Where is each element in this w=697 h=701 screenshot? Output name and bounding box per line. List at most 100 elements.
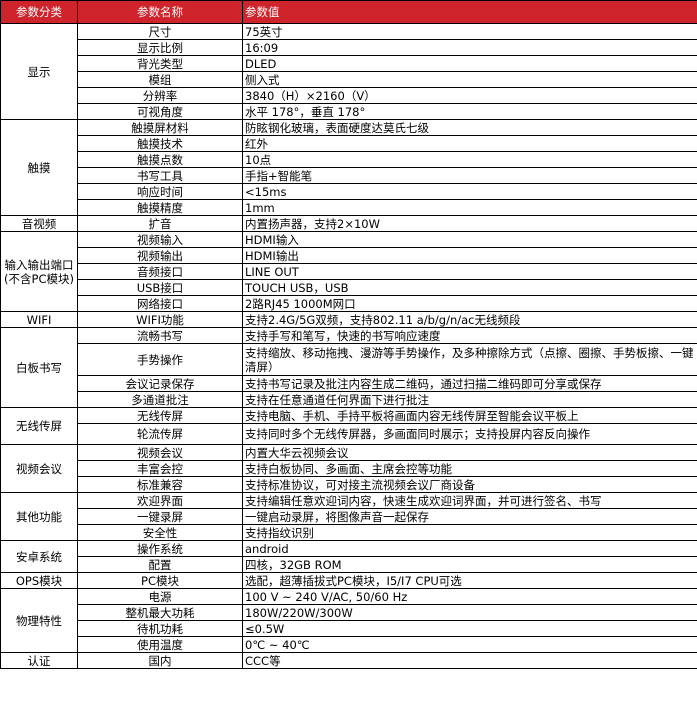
param-name-cell: 整机最大功耗	[77, 604, 243, 621]
table-row: 轮流传屏 支持同时多个无线传屏器，多画面同时展示；支持投屏内容反向操作	[1, 423, 697, 445]
param-value-cell: 支持标准协议，可对接主流视频会议厂商设备	[242, 476, 697, 493]
param-name-cell: 操作系统	[77, 540, 243, 557]
param-value-cell: 支持手写和笔写，快速的书写响应速度	[242, 327, 697, 344]
table-row: USB接口 TOUCH USB，USB	[1, 279, 697, 296]
table-row: 一键录屏 一键启动录屏，将图像声音一起保存	[1, 508, 697, 525]
param-value-cell: 支持在任意通道任何界面下进行批注	[242, 391, 697, 408]
table-row: 触摸技术 红外	[1, 135, 697, 152]
category-cell: WIFI	[0, 311, 78, 328]
param-value-cell: 2路RJ45 1000M网口	[242, 295, 697, 312]
param-value-cell: 支持书写记录及批注内容生成二维码，通过扫描二维码即可分享或保存	[242, 375, 697, 392]
param-name-cell: 一键录屏	[77, 508, 243, 525]
table-row: 待机功耗 ≤0.5W	[1, 620, 697, 637]
category-cell: 认证	[0, 652, 78, 669]
param-value-cell: 1mm	[242, 199, 697, 216]
param-name-cell: 模组	[77, 71, 243, 88]
param-value-cell: 侧入式	[242, 71, 697, 88]
param-value-cell: HDMI输入	[242, 231, 697, 248]
table-row: 认证 国内 CCC等	[0, 652, 697, 669]
table-row: 背光类型 DLED	[1, 55, 697, 72]
param-value-cell: 支持2.4G/5G双频，支持802.11 a/b/g/n/ac无线频段	[242, 311, 697, 328]
param-name-cell: 配置	[77, 556, 243, 573]
category-cell: OPS模块	[0, 572, 78, 589]
param-value-cell: 0℃ ~ 40℃	[242, 636, 697, 653]
table-row: 物理特性 电源 100 V ~ 240 V/AC, 50/60 Hz	[0, 588, 697, 653]
param-value-cell: CCC等	[242, 652, 697, 669]
param-name-cell: 分辨率	[77, 87, 243, 104]
param-value-cell: 支持同时多个无线传屏器，多画面同时展示；支持投屏内容反向操作	[242, 423, 697, 445]
param-name-cell: 视频会议	[77, 444, 243, 461]
param-name-cell: 国内	[77, 652, 243, 669]
table-row: 其他功能 欢迎界面 支持编辑任意欢迎词内容，快速生成欢迎词界面，并可进行签名、书写	[0, 492, 697, 541]
param-value-cell: 支持缩放、移动拖拽、漫游等手势操作，及多种擦除方式（点擦、圈擦、手势板擦、一键清…	[242, 343, 697, 376]
category-cell: 安卓系统	[0, 540, 78, 573]
param-value-cell: 3840（H）×2160（V）	[242, 87, 697, 104]
param-name-cell: WIFI功能	[77, 311, 243, 328]
param-value-cell: 75英寸	[242, 23, 697, 40]
param-name-cell: USB接口	[77, 279, 243, 296]
spec-table: 参数分类 参数名称 参数值 显示 尺寸 75英寸 显示比例 16:09 背光类型 DLED 模…	[0, 0, 697, 669]
param-value-cell: 10点	[242, 151, 697, 168]
param-value-cell: 选配，超薄插拔式PC模块，I5/I7 CPU可选	[242, 572, 697, 589]
param-value-cell: 内置扬声器，支持2×10W	[242, 215, 697, 232]
param-name-cell: 会议记录保存	[77, 375, 243, 392]
param-value-cell: TOUCH USB，USB	[242, 279, 697, 296]
param-name-cell: 待机功耗	[77, 620, 243, 637]
param-value-cell: 100 V ~ 240 V/AC, 50/60 Hz	[242, 588, 697, 605]
table-row: 视频会议 视频会议 内置大华云视频会议	[0, 444, 697, 493]
param-name-cell: 视频输入	[77, 231, 243, 248]
table-row: 多通道批注 支持在任意通道任何界面下进行批注	[1, 391, 697, 408]
param-name-cell: 触摸点数	[77, 151, 243, 168]
table-row: 分辨率 3840（H）×2160（V）	[1, 87, 697, 104]
param-value-cell: 手指+智能笔	[242, 167, 697, 184]
param-value-cell: 防眩钢化玻璃，表面硬度达莫氏七级	[242, 119, 697, 136]
param-name-cell: 显示比例	[77, 39, 243, 56]
param-value-cell: android	[242, 540, 697, 557]
param-value-cell: 支持白板协同、多画面、主席会控等功能	[242, 460, 697, 477]
param-value-cell: 四核，32GB ROM	[242, 556, 697, 573]
table-row: 会议记录保存 支持书写记录及批注内容生成二维码，通过扫描二维码即可分享或保存	[1, 375, 697, 392]
category-cell: 物理特性	[0, 588, 78, 653]
param-name-cell: 安全性	[77, 524, 243, 541]
param-name-cell: 可视角度	[77, 103, 243, 120]
param-value-cell: 16:09	[242, 39, 697, 56]
category-cell: 显示	[0, 23, 78, 120]
table-row: 音视频 扩音 内置扬声器，支持2×10W	[0, 215, 697, 232]
param-name-cell: 流畅书写	[77, 327, 243, 344]
param-value-cell: 内置大华云视频会议	[242, 444, 697, 461]
param-name-cell: 尺寸	[77, 23, 243, 40]
table-row: 整机最大功耗 180W/220W/300W	[1, 604, 697, 621]
table-row: 音频接口 LINE OUT	[1, 263, 697, 280]
table-row: 可视角度 水平 178°，垂直 178°	[1, 103, 697, 120]
table-row: 触摸点数 10点	[1, 151, 697, 168]
header-name: 参数名称	[77, 0, 243, 24]
category-cell: 触摸	[0, 119, 78, 216]
table-row: 配置 四核，32GB ROM	[1, 556, 697, 573]
table-row: 网络接口 2路RJ45 1000M网口	[1, 295, 697, 312]
table-row: 视频输出 HDMI输出	[1, 247, 697, 264]
table-body: 显示 尺寸 75英寸 显示比例 16:09 背光类型 DLED 模组 侧入式 分辨率 3840（H）…	[0, 23, 697, 669]
category-cell: 视频会议	[0, 444, 78, 493]
table-row: 无线传屏 无线传屏 支持电脑、手机、手持平板将画面内容无线传屏至智能会议平板上	[0, 407, 697, 445]
param-name-cell: 音频接口	[77, 263, 243, 280]
category-cell: 白板书写	[0, 327, 78, 408]
category-cell: 输入输出端口(不含PC模块)	[0, 231, 78, 312]
param-name-cell: 响应时间	[77, 183, 243, 200]
param-name-cell: 网络接口	[77, 295, 243, 312]
param-value-cell: LINE OUT	[242, 263, 697, 280]
param-name-cell: 视频输出	[77, 247, 243, 264]
category-cell: 其他功能	[0, 492, 78, 541]
table-row: 输入输出端口(不含PC模块) 视频输入 HDMI输入	[0, 231, 697, 312]
table-row: 触摸精度 1mm	[1, 199, 697, 216]
category-cell: 无线传屏	[0, 407, 78, 445]
table-row: 模组 侧入式	[1, 71, 697, 88]
param-name-cell: 背光类型	[77, 55, 243, 72]
param-value-cell: 水平 178°，垂直 178°	[242, 103, 697, 120]
table-row: 手势操作 支持缩放、移动拖拽、漫游等手势操作，及多种擦除方式（点擦、圈擦、手势板擦…	[1, 343, 697, 376]
header-category: 参数分类	[0, 0, 78, 24]
table-row: 响应时间 <15ms	[1, 183, 697, 200]
table-header-row: 参数分类 参数名称 参数值	[0, 0, 697, 24]
param-value-cell: 支持指纹识别	[242, 524, 697, 541]
param-name-cell: 触摸精度	[77, 199, 243, 216]
table-row: 触摸 触摸屏材料 防眩钢化玻璃，表面硬度达莫氏七级	[0, 119, 697, 216]
